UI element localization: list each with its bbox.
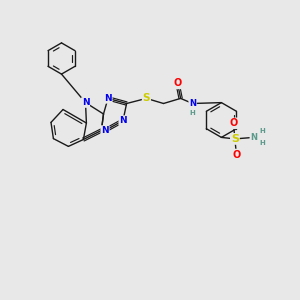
Text: N: N bbox=[104, 94, 112, 103]
Text: S: S bbox=[143, 93, 150, 103]
Text: N: N bbox=[189, 99, 196, 108]
Text: H: H bbox=[259, 140, 265, 146]
Text: N: N bbox=[119, 116, 127, 125]
Text: O: O bbox=[173, 78, 182, 88]
Text: O: O bbox=[232, 149, 241, 160]
Text: O: O bbox=[229, 118, 238, 128]
Text: S: S bbox=[231, 134, 239, 144]
Text: N: N bbox=[250, 133, 257, 142]
Text: N: N bbox=[101, 126, 109, 135]
Text: H: H bbox=[259, 128, 265, 134]
Text: H: H bbox=[189, 110, 195, 116]
Text: N: N bbox=[82, 98, 89, 107]
